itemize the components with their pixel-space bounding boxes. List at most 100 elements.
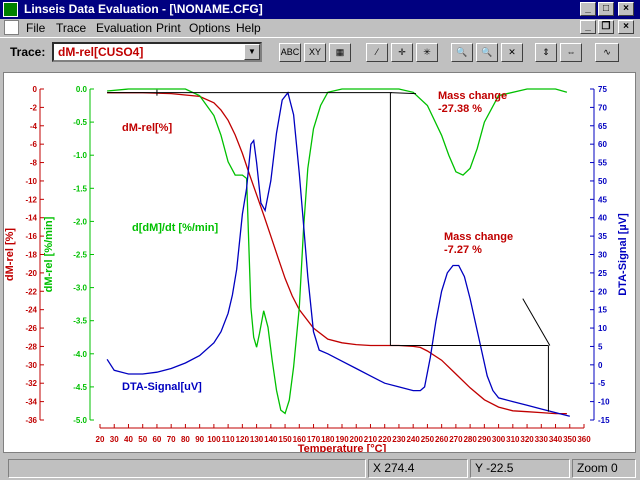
x-tick-label: 30 <box>110 435 119 444</box>
status-bar: X 274.4 Y -22.5 Zoom 0 <box>0 457 640 480</box>
y-tick-label-dta: 70 <box>598 103 607 112</box>
y-tick-label-dm: 0 <box>33 85 38 94</box>
y-tick-label-ddm: -1.0 <box>73 151 87 160</box>
zoom-1-button[interactable]: 🔍 <box>476 43 498 62</box>
x-tick-label: 320 <box>520 435 534 444</box>
series-label: dM-rel[%] <box>122 122 172 134</box>
y-tick-label-dta: 5 <box>598 342 603 351</box>
x-tick-label: 230 <box>392 435 406 444</box>
x-tick-label: 200 <box>350 435 364 444</box>
status-message <box>8 459 366 478</box>
y-tick-label-dta: 0 <box>598 361 603 370</box>
annotation1-leader <box>390 92 417 95</box>
menu-file[interactable]: File <box>26 21 46 35</box>
x-tick-label: 350 <box>563 435 577 444</box>
fit-vertical-button[interactable]: ⇕ <box>535 43 557 62</box>
trace-label: Trace: <box>10 45 46 59</box>
curve-settings-button[interactable]: ∿ <box>595 43 619 62</box>
menu-print[interactable]: Print <box>156 21 181 35</box>
doc-restore-button[interactable]: ❐ <box>598 20 614 34</box>
minimize-button[interactable]: _ <box>580 2 596 16</box>
series-line-ddm <box>107 88 568 415</box>
zoom-out-button[interactable]: ✕ <box>501 43 523 62</box>
annotation-2-line: Mass change <box>444 231 513 243</box>
doc-minimize-button[interactable]: _ <box>580 20 596 34</box>
x-tick-label: 110 <box>222 435 235 444</box>
x-tick-label: 290 <box>478 435 492 444</box>
maximize-button[interactable]: □ <box>598 2 614 16</box>
series-line-dta <box>106 91 570 417</box>
line-button[interactable]: ⁄ <box>366 43 388 62</box>
status-zoom: Zoom 0 <box>572 459 636 478</box>
y-tick-label-ddm: -3.5 <box>73 317 87 326</box>
hatch-button[interactable]: ▦ <box>329 43 351 62</box>
y-tick-label-dta: -5 <box>598 379 606 388</box>
menu-trace[interactable]: Trace <box>56 21 87 35</box>
menu-evaluation[interactable]: Evaluation <box>96 21 153 35</box>
doc-close-button[interactable]: × <box>618 20 634 34</box>
x-tick-label: 190 <box>335 435 349 444</box>
y-tick-label-dm: -14 <box>25 214 37 223</box>
trace-select-value: dM-rel[CUSO4] <box>58 45 144 59</box>
plot-area[interactable]: 20 30 40 50 60 70 80 90 100 110 120 130 140 150 160 170… <box>3 72 636 455</box>
y-tick-label-dta: 30 <box>598 251 607 260</box>
window-title: Linseis Data Evaluation - [\NONAME.CFG] <box>24 2 263 16</box>
series-label: DTA-Signal[uV] <box>122 381 202 393</box>
y-tick-label-dta: 10 <box>598 324 607 333</box>
document-icon[interactable] <box>4 20 19 35</box>
y-tick-label-dm: -24 <box>25 306 37 315</box>
x-tick-label: 70 <box>167 435 176 444</box>
annotation2-leader <box>522 298 551 346</box>
y-tick-label-ddm: -2.0 <box>73 217 87 226</box>
x-tick-label: 20 <box>96 435 105 444</box>
x-tick-label: 150 <box>278 435 292 444</box>
menu-help[interactable]: Help <box>236 21 261 35</box>
tg-dta-chart: 20 30 40 50 60 70 80 90 100 110 120 130 140 150 160 170… <box>4 85 629 455</box>
x-axis-title: Temperature [°C] <box>298 443 387 452</box>
y-tick-label-dta: 40 <box>598 214 607 223</box>
y-tick-label-dta: 50 <box>598 177 607 186</box>
close-button[interactable]: × <box>618 2 634 16</box>
x-tick-label: 220 <box>378 435 392 444</box>
x-tick-label: 360 <box>577 435 591 444</box>
y-axis-title-dta: DTA-Signal [µV] <box>617 213 629 296</box>
x-tick-label: 270 <box>449 435 463 444</box>
x-tick-label: 130 <box>250 435 264 444</box>
annotation-2-line: -7.27 % <box>444 244 482 256</box>
status-y: Y -22.5 <box>470 459 570 478</box>
chevron-down-icon[interactable]: ▼ <box>244 44 260 60</box>
fit-horizontal-button[interactable]: ⇔ <box>560 43 582 62</box>
menu-options[interactable]: Options <box>189 21 231 35</box>
x-tick-label: 100 <box>207 435 221 444</box>
star-cross-button[interactable]: ✳ <box>416 43 438 62</box>
y-tick-label-dm: -30 <box>25 361 37 370</box>
y-tick-label-dta: 45 <box>598 195 607 204</box>
y-tick-label-dm: -34 <box>25 398 37 407</box>
cross-plus-button[interactable]: ✛ <box>391 43 413 62</box>
app-icon[interactable] <box>3 2 18 17</box>
y-tick-label-dta: -10 <box>598 398 610 407</box>
y-tick-label-dta: -15 <box>598 416 610 425</box>
x-tick-label: 260 <box>435 435 449 444</box>
x-tick-label: 300 <box>492 435 506 444</box>
y-tick-label-dta: 65 <box>598 122 607 131</box>
y-tick-label-dta: 35 <box>598 232 607 241</box>
x-tick-label: 210 <box>364 435 378 444</box>
y-tick-label-ddm: 0.0 <box>76 85 88 94</box>
trace-select[interactable]: dM-rel[CUSO4] ▼ <box>52 42 262 62</box>
y-tick-label-dta: 15 <box>598 306 607 315</box>
x-tick-label: 340 <box>549 435 563 444</box>
y-tick-label-ddm: -5.0 <box>73 416 87 425</box>
xy-button[interactable]: XY <box>304 43 326 62</box>
y-tick-label-dm: -22 <box>25 287 37 296</box>
y-tick-label-dm: -12 <box>25 195 37 204</box>
y-tick-label-ddm: -2.5 <box>73 251 87 260</box>
title-bar: Linseis Data Evaluation - [\NONAME.CFG] … <box>0 0 640 19</box>
annotation-1-line: Mass change <box>438 90 507 102</box>
zoom-in-button[interactable]: 🔍 <box>451 43 473 62</box>
x-tick-label: 170 <box>307 435 321 444</box>
plot-frame: 20 30 40 50 60 70 80 90 100 110 120 130 140 150 160 170… <box>0 69 640 457</box>
y-tick-label-ddm: -4.0 <box>73 350 87 359</box>
y-tick-label-dm: -26 <box>25 324 37 333</box>
abc-button[interactable]: ABC <box>279 43 301 62</box>
